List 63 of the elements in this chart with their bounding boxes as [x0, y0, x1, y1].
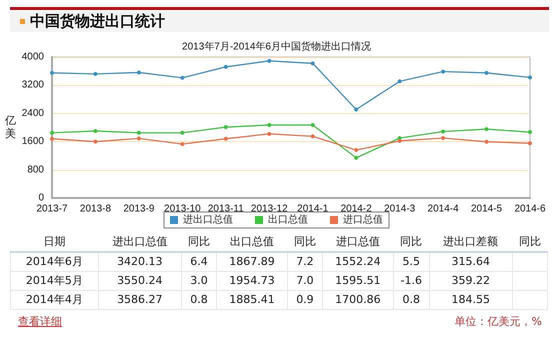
y-tick-label: 800 — [27, 164, 44, 176]
x-tick-label: 2013-12 — [250, 204, 288, 214]
point — [93, 129, 98, 134]
point — [528, 75, 532, 80]
x-tick-label: 2014-4 — [428, 204, 460, 214]
point — [267, 132, 272, 136]
y-tick-label: 0 — [38, 192, 44, 204]
point — [354, 148, 358, 152]
legend-label: 出口总值 — [268, 214, 308, 226]
point — [180, 76, 184, 80]
point — [180, 130, 184, 135]
x-tick-label: 2014-5 — [470, 204, 503, 214]
header-band: 中国货物进出口统计 — [10, 11, 549, 32]
point — [398, 138, 402, 143]
y-tick-label: 2400 — [22, 108, 44, 119]
point — [528, 130, 532, 134]
point — [310, 123, 315, 128]
point — [50, 70, 54, 75]
text: 单位：亿美元，% — [454, 314, 542, 328]
text: 查看详细 — [18, 314, 62, 328]
legend-label: 进出口总值 — [183, 214, 233, 226]
point — [136, 70, 141, 75]
point — [267, 123, 272, 128]
point — [310, 134, 315, 138]
data-table: 日期 进出口总值 同比 出口总值 同比 进口总值 同比 进出口差额 同比 2014年6月 3420.13 6.4 1867.89 7.2 1552.24 5.5 315.64 2014年5月 3550.24 3.0 1954.73 7.0 1595.51 -1.6 359.22 2014年4月 3586.27 0.8 1885.41 0.9 1700.86 0.8 184.55 — [10, 232, 548, 310]
chart-title: 中国货物进出口统计 — [30, 12, 165, 31]
point — [441, 136, 446, 140]
x-tick-label: 2013-10 — [164, 204, 202, 214]
x-tick-label: 2014-6 — [514, 204, 546, 214]
y-tick-label: 3200 — [22, 80, 44, 91]
x-tick-label: 2014-1 — [297, 204, 329, 214]
point — [484, 140, 489, 144]
point — [398, 79, 402, 84]
point — [224, 125, 228, 130]
point — [180, 142, 184, 146]
point — [136, 130, 141, 135]
legend-label: 进口总值 — [343, 214, 383, 226]
y-axis-title: 亿美 — [4, 115, 16, 140]
point — [354, 108, 358, 112]
chart-subtitle: 2013年7月-2014年6月中国货物进出口情况 — [182, 40, 371, 52]
x-tick-label: 2013-7 — [36, 204, 68, 214]
point — [224, 136, 228, 141]
point — [224, 64, 228, 69]
point — [50, 136, 54, 141]
point — [354, 156, 358, 160]
point — [93, 140, 98, 144]
x-tick-label: 2013-8 — [80, 204, 112, 214]
point — [93, 72, 98, 76]
point — [50, 130, 54, 135]
point — [136, 136, 141, 140]
y-tick-label: 1600 — [22, 136, 44, 148]
point — [441, 130, 446, 134]
x-tick-label: 2013-11 — [208, 204, 244, 214]
y-tick-label: 4000 — [22, 52, 44, 62]
point — [484, 70, 489, 75]
x-tick-label: 2014-2 — [340, 204, 372, 214]
x-tick-label: 2013-9 — [123, 204, 155, 214]
point — [528, 141, 532, 146]
point — [310, 61, 315, 66]
x-tick-label: 2014-3 — [384, 204, 416, 214]
point — [484, 127, 489, 132]
point — [441, 70, 446, 74]
point — [267, 58, 272, 63]
